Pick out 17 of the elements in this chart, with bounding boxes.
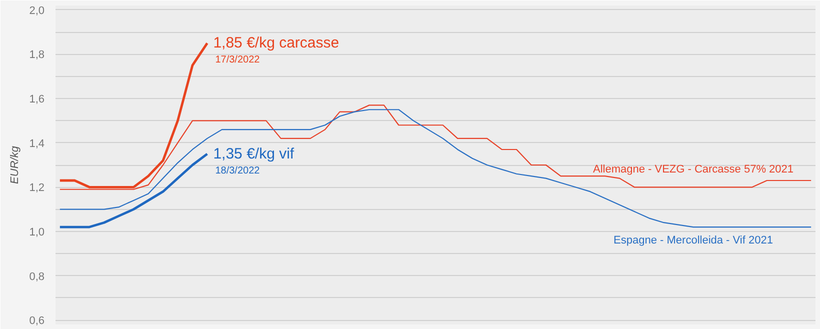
y-tick-label: 0,8 bbox=[29, 270, 45, 283]
y-tick-label: 0,6 bbox=[29, 315, 45, 328]
y-tick-label: 1,6 bbox=[29, 94, 45, 106]
annotation: 1,35 €/kg vif bbox=[213, 145, 295, 162]
line-series bbox=[58, 152, 208, 228]
y-axis-title: EUR/kg bbox=[9, 145, 22, 184]
y-tick-label: 1,8 bbox=[29, 49, 45, 62]
y-tick-label: 1,2 bbox=[29, 182, 45, 194]
y-tick-label: 2,0 bbox=[29, 4, 45, 17]
line-series bbox=[59, 109, 812, 228]
annotation: 17/3/2022 bbox=[215, 54, 260, 66]
series-label: Allemagne - VEZG - Carcasse 57% 2021 bbox=[592, 163, 794, 176]
annotation: 18/3/2022 bbox=[215, 165, 260, 176]
series-label: Espagne - Mercolleida - Vif 2021 bbox=[614, 234, 773, 246]
annotation: 1,85 €/kg carcasse bbox=[213, 34, 340, 52]
y-tick-label: 1,0 bbox=[29, 226, 45, 238]
y-tick-label: 1,4 bbox=[29, 138, 45, 150]
